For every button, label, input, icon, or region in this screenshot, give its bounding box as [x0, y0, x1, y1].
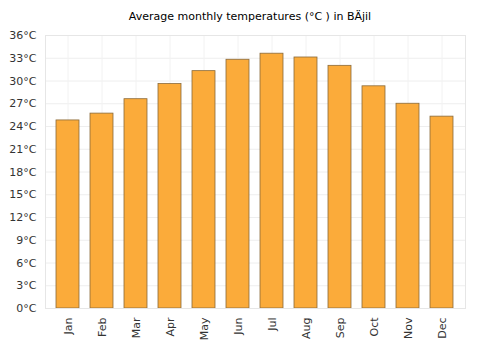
- svg-text:33°C: 33°C: [9, 52, 36, 65]
- svg-text:Mar: Mar: [130, 317, 143, 338]
- svg-text:Jun: Jun: [232, 317, 245, 335]
- svg-text:Nov: Nov: [402, 317, 415, 339]
- svg-text:24°C: 24°C: [9, 120, 36, 133]
- svg-text:21°C: 21°C: [9, 143, 36, 156]
- svg-text:Aug: Aug: [300, 318, 313, 339]
- svg-text:9°C: 9°C: [16, 234, 36, 247]
- svg-text:Jul: Jul: [266, 318, 279, 332]
- svg-text:6°C: 6°C: [16, 257, 36, 270]
- svg-text:27°C: 27°C: [9, 97, 36, 110]
- html-text:Average monthly temperatures (: Average monthly temperatures (°C ) in BÄ…: [128, 10, 372, 23]
- svg-text:3°C: 3°C: [16, 279, 36, 292]
- svg-text:0°C: 0°C: [16, 302, 36, 315]
- svg-text:Feb: Feb: [96, 317, 109, 336]
- svg-text:Apr: Apr: [164, 317, 177, 337]
- svg-text:12°C: 12°C: [9, 211, 36, 224]
- svg-text:Jan: Jan: [62, 317, 75, 335]
- svg-text:Oct: Oct: [368, 317, 381, 337]
- svg-text:May: May: [198, 317, 211, 340]
- svg-text:Sep: Sep: [334, 317, 347, 338]
- svg-text:36°C: 36°C: [9, 29, 36, 42]
- svg-text:Dec: Dec: [436, 318, 449, 339]
- svg-text:30°C: 30°C: [9, 75, 36, 88]
- svg-text:15°C: 15°C: [9, 188, 36, 201]
- svg-text:18°C: 18°C: [9, 166, 36, 179]
